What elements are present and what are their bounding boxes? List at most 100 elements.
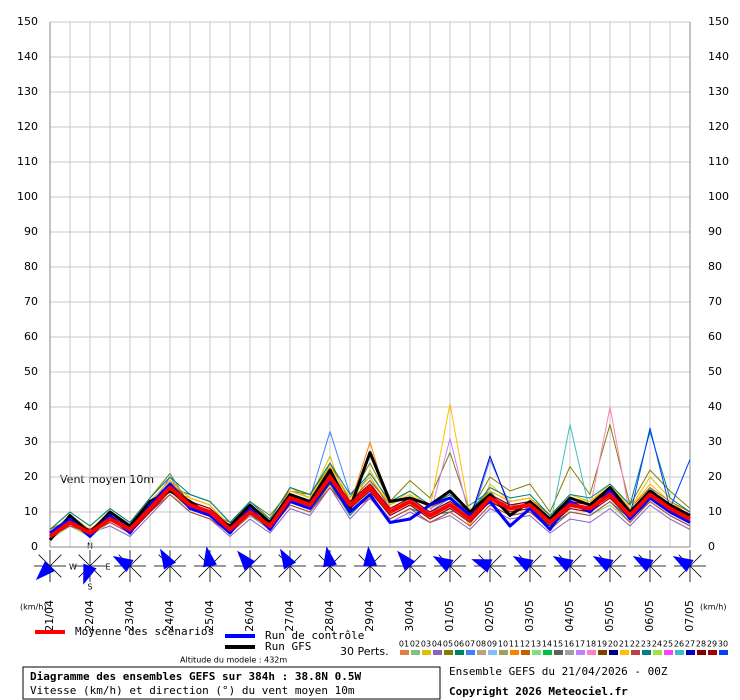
- legend-label: 18: [586, 640, 596, 649]
- legend-swatch: [642, 650, 651, 655]
- wind-arrow: [323, 546, 337, 568]
- legend-swatch: [598, 650, 607, 655]
- wind-arrow: [112, 556, 134, 573]
- y-tick-label-right: 70: [708, 295, 722, 308]
- y-tick-label-right: 20: [708, 470, 722, 483]
- y-tick-label: 80: [24, 260, 38, 273]
- compass-ray: [89, 554, 102, 567]
- legend-swatch: [433, 650, 442, 655]
- wind-arrow: [160, 548, 177, 570]
- legend-label: 04: [432, 640, 442, 649]
- y-tick-label-right: 60: [708, 330, 722, 343]
- compass-ray: [489, 565, 502, 578]
- y-tick-label-right: 30: [708, 435, 722, 448]
- compass-ray: [158, 565, 171, 578]
- legend-label: 11: [509, 640, 519, 649]
- legend-label: 28: [696, 640, 706, 649]
- y-tick-label: 10: [24, 505, 38, 518]
- compass-s: S: [87, 583, 92, 592]
- y-tick-label-right: 150: [708, 15, 729, 28]
- legend-label: 19: [597, 640, 607, 649]
- y-tick-label: 40: [24, 400, 38, 413]
- legend-swatch: [565, 650, 574, 655]
- compass-ray: [689, 565, 702, 578]
- legend-label: 14: [542, 640, 552, 649]
- compass-w: W: [69, 563, 77, 572]
- compass-ray: [529, 554, 542, 567]
- legend-label: 02: [410, 640, 420, 649]
- y-tick-label-right: 120: [708, 120, 729, 133]
- legend-label: 10: [498, 640, 508, 649]
- legend-label: 15: [553, 640, 563, 649]
- legend-swatch: [455, 650, 464, 655]
- wind-arrow: [203, 546, 217, 568]
- legend-swatch: [543, 650, 552, 655]
- y-axis-unit-right: (km/h): [700, 603, 726, 612]
- legend-label: 29: [707, 640, 717, 649]
- compass-ray: [449, 554, 462, 567]
- y-tick-label: 70: [24, 295, 38, 308]
- compass-ray: [369, 565, 382, 578]
- legend-swatch: [411, 650, 420, 655]
- x-tick-label: 23/04: [123, 600, 136, 632]
- run-info: Ensemble GEFS du 21/04/2026 - 00Z: [449, 665, 668, 678]
- legend-label: Moyenne des scénarios: [75, 625, 214, 638]
- legend-swatch: [444, 650, 453, 655]
- legend-swatch: [422, 650, 431, 655]
- legend-label: 06: [454, 640, 464, 649]
- compass-ray: [209, 565, 222, 578]
- legend-label: 03: [421, 640, 431, 649]
- legend-swatch: [532, 650, 541, 655]
- wind-arrow: [592, 556, 614, 573]
- legend-label: 07: [465, 640, 475, 649]
- legend-label: 16: [564, 640, 574, 649]
- y-tick-label: 100: [17, 190, 38, 203]
- y-tick-label: 110: [17, 155, 38, 168]
- compass-ray: [129, 554, 142, 567]
- y-tick-label-right: 140: [708, 50, 729, 63]
- wind-arrow: [672, 556, 694, 573]
- x-tick-label: 25/04: [203, 600, 216, 632]
- legend-label: 05: [443, 640, 453, 649]
- compass-ray: [449, 565, 462, 578]
- compass-ray: [409, 565, 422, 578]
- legend-swatch: [620, 650, 629, 655]
- legend-label: 08: [476, 640, 486, 649]
- chart-subtitle: Vitesse (km/h) et direction (°) du vent …: [30, 684, 355, 697]
- compass-ray: [38, 554, 51, 567]
- y-tick-label: 120: [17, 120, 38, 133]
- y-tick-label-right: 80: [708, 260, 722, 273]
- legend-swatch: [576, 650, 585, 655]
- legend-label: 12: [520, 640, 530, 649]
- wind-arrow: [363, 546, 377, 567]
- legend-swatch: [510, 650, 519, 655]
- legend-swatch: [686, 650, 695, 655]
- legend-label: 27: [685, 640, 695, 649]
- wind-arrow: [280, 548, 297, 570]
- legend-swatch: [609, 650, 618, 655]
- compass-ray: [318, 565, 331, 578]
- x-tick-label: 07/05: [683, 600, 696, 632]
- compass-ray: [249, 565, 262, 578]
- legend-swatch: [477, 650, 486, 655]
- legend-swatch: [587, 650, 596, 655]
- legend-swatch: [499, 650, 508, 655]
- compass-ray: [289, 565, 302, 578]
- legend-swatch: [719, 650, 728, 655]
- annotation: Vent moyen 10m: [60, 473, 154, 486]
- legend-swatch: [708, 650, 717, 655]
- x-tick-label: 03/05: [523, 600, 536, 632]
- legend-label: Run de contrôle: [265, 629, 364, 642]
- y-tick-label-right: 90: [708, 225, 722, 238]
- wind-arrow: [237, 550, 256, 571]
- x-tick-label: 05/05: [603, 600, 616, 632]
- copyright: Copyright 2026 Meteociel.fr: [449, 685, 628, 698]
- legend-label: 17: [575, 640, 585, 649]
- y-tick-label: 130: [17, 85, 38, 98]
- legend-swatch: [466, 650, 475, 655]
- compass-ray: [238, 565, 251, 578]
- y-tick-label-right: 110: [708, 155, 729, 168]
- compass-ray: [278, 565, 291, 578]
- y-tick-label: 0: [31, 540, 38, 553]
- y-tick-label: 60: [24, 330, 38, 343]
